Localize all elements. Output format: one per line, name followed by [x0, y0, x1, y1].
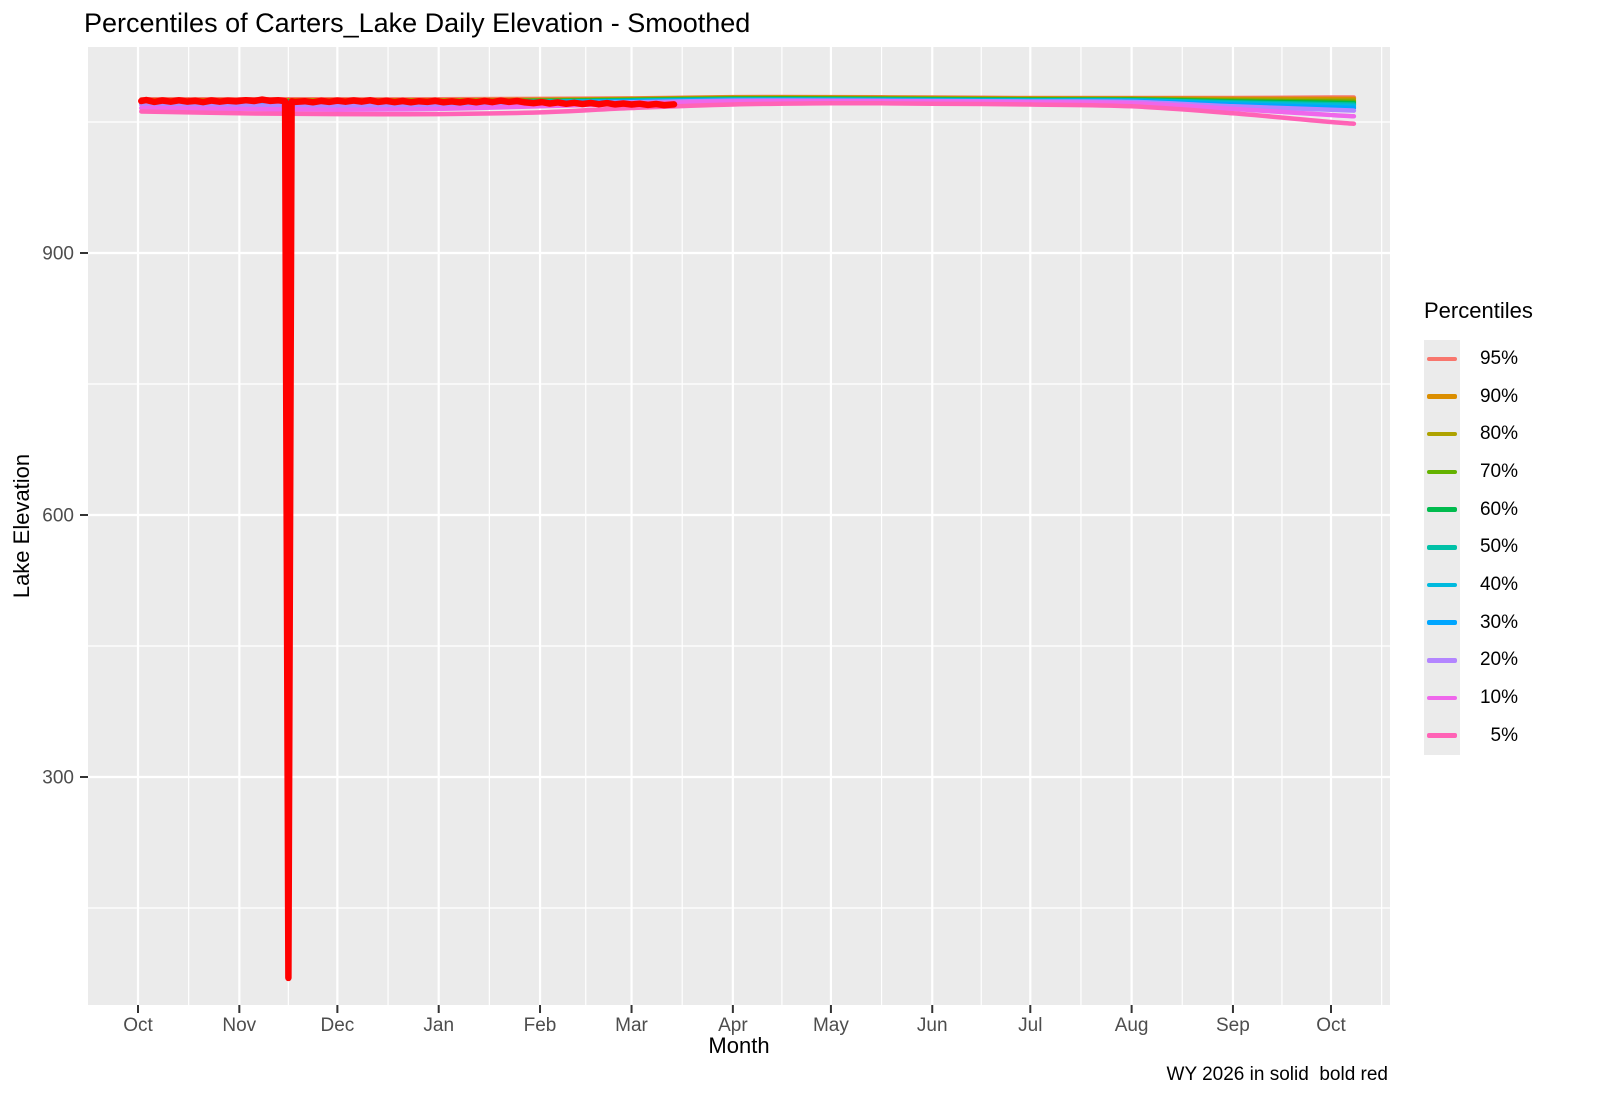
x-axis-title: Month — [708, 1033, 770, 1058]
legend-key — [1424, 641, 1460, 680]
legend-items: 95% 90% 80% 70% 60% 50% 40% 30% 20% 10% 5% — [1424, 340, 1533, 755]
legend-item: 70% — [1424, 453, 1533, 491]
legend-key-line — [1427, 733, 1457, 738]
legend-item-label: 40% — [1479, 573, 1518, 595]
y-tick-label: 900 — [42, 244, 74, 265]
x-tick-label: Dec — [321, 1015, 355, 1036]
legend-item-label: 20% — [1479, 649, 1518, 671]
legend-key — [1424, 603, 1460, 642]
x-tick-label: Feb — [524, 1015, 557, 1036]
legend-item: 60% — [1424, 490, 1533, 529]
legend-item: 80% — [1424, 415, 1533, 454]
legend-item-label: 5% — [1490, 724, 1518, 746]
legend-key-line — [1427, 658, 1457, 663]
legend-item-label: 50% — [1479, 536, 1518, 558]
x-tick-label: Nov — [222, 1015, 256, 1036]
legend-key — [1424, 528, 1460, 567]
x-tick-label: Mar — [615, 1015, 648, 1036]
legend-item: 30% — [1424, 603, 1533, 642]
x-tick-label: Apr — [718, 1015, 748, 1036]
legend-item-label: 80% — [1479, 423, 1518, 445]
legend-key — [1424, 340, 1460, 378]
series-5% — [139, 100, 1357, 126]
legend-item-label: 70% — [1479, 460, 1518, 482]
y-tick-label: 600 — [42, 506, 74, 527]
legend-item: 40% — [1424, 566, 1533, 604]
legend-key — [1424, 716, 1460, 755]
legend-key-line — [1427, 507, 1457, 512]
legend-key — [1424, 490, 1460, 529]
legend-key — [1424, 566, 1460, 604]
x-tick-label: Oct — [1316, 1015, 1346, 1036]
axis-tick-labels: Oct Nov Dec Jan Feb Mar Apr May Jun Jul Aug Sep Oct 3… — [42, 244, 1346, 1037]
legend-key-line — [1427, 469, 1457, 475]
legend: Percentiles 95% 90% 80% 70% 60% 50% 40% 30% 20% 1… — [1424, 298, 1533, 755]
wy2026-line — [138, 96, 678, 982]
figure-caption: WY 2026 in solid bold red — [1166, 1064, 1388, 1085]
legend-item: 20% — [1424, 641, 1533, 680]
x-tick-label: Jan — [423, 1015, 454, 1036]
series-10% — [139, 98, 1357, 119]
legend-item-label: 60% — [1479, 498, 1518, 520]
legend-key — [1424, 679, 1460, 717]
legend-item-label: 10% — [1479, 687, 1518, 709]
legend-key — [1424, 377, 1460, 416]
legend-key-line — [1427, 394, 1457, 399]
axis-ticks — [80, 252, 1332, 1013]
legend-key-line — [1427, 620, 1457, 625]
chart-title: Percentiles of Carters_Lake Daily Elevat… — [84, 8, 751, 38]
legend-key-line — [1427, 582, 1457, 588]
legend-key — [1424, 415, 1460, 454]
legend-item: 90% — [1424, 377, 1533, 416]
x-tick-label: Jun — [917, 1015, 948, 1036]
x-tick-label: Aug — [1115, 1015, 1149, 1036]
x-tick-label: Oct — [123, 1015, 153, 1036]
x-tick-label: May — [813, 1015, 849, 1036]
legend-item-label: 90% — [1479, 385, 1518, 407]
y-axis-title: Lake Elevation — [9, 453, 34, 599]
legend-key — [1424, 453, 1460, 491]
legend-title: Percentiles — [1424, 298, 1533, 323]
x-tick-label: Jul — [1018, 1015, 1042, 1036]
legend-key-line — [1427, 695, 1457, 701]
legend-key-line — [1427, 545, 1457, 550]
legend-key-line — [1427, 356, 1457, 362]
x-tick-label: Sep — [1216, 1015, 1250, 1036]
legend-item-label: 30% — [1479, 611, 1518, 633]
legend-item-label: 95% — [1479, 347, 1518, 369]
legend-key-line — [1427, 431, 1457, 437]
legend-item: 10% — [1424, 679, 1533, 717]
legend-item: 95% — [1424, 340, 1533, 378]
legend-item: 5% — [1424, 716, 1533, 755]
gridlines — [88, 47, 1390, 1005]
y-tick-label: 300 — [42, 768, 74, 789]
legend-item: 50% — [1424, 528, 1533, 567]
plot-panel — [88, 47, 1390, 1005]
